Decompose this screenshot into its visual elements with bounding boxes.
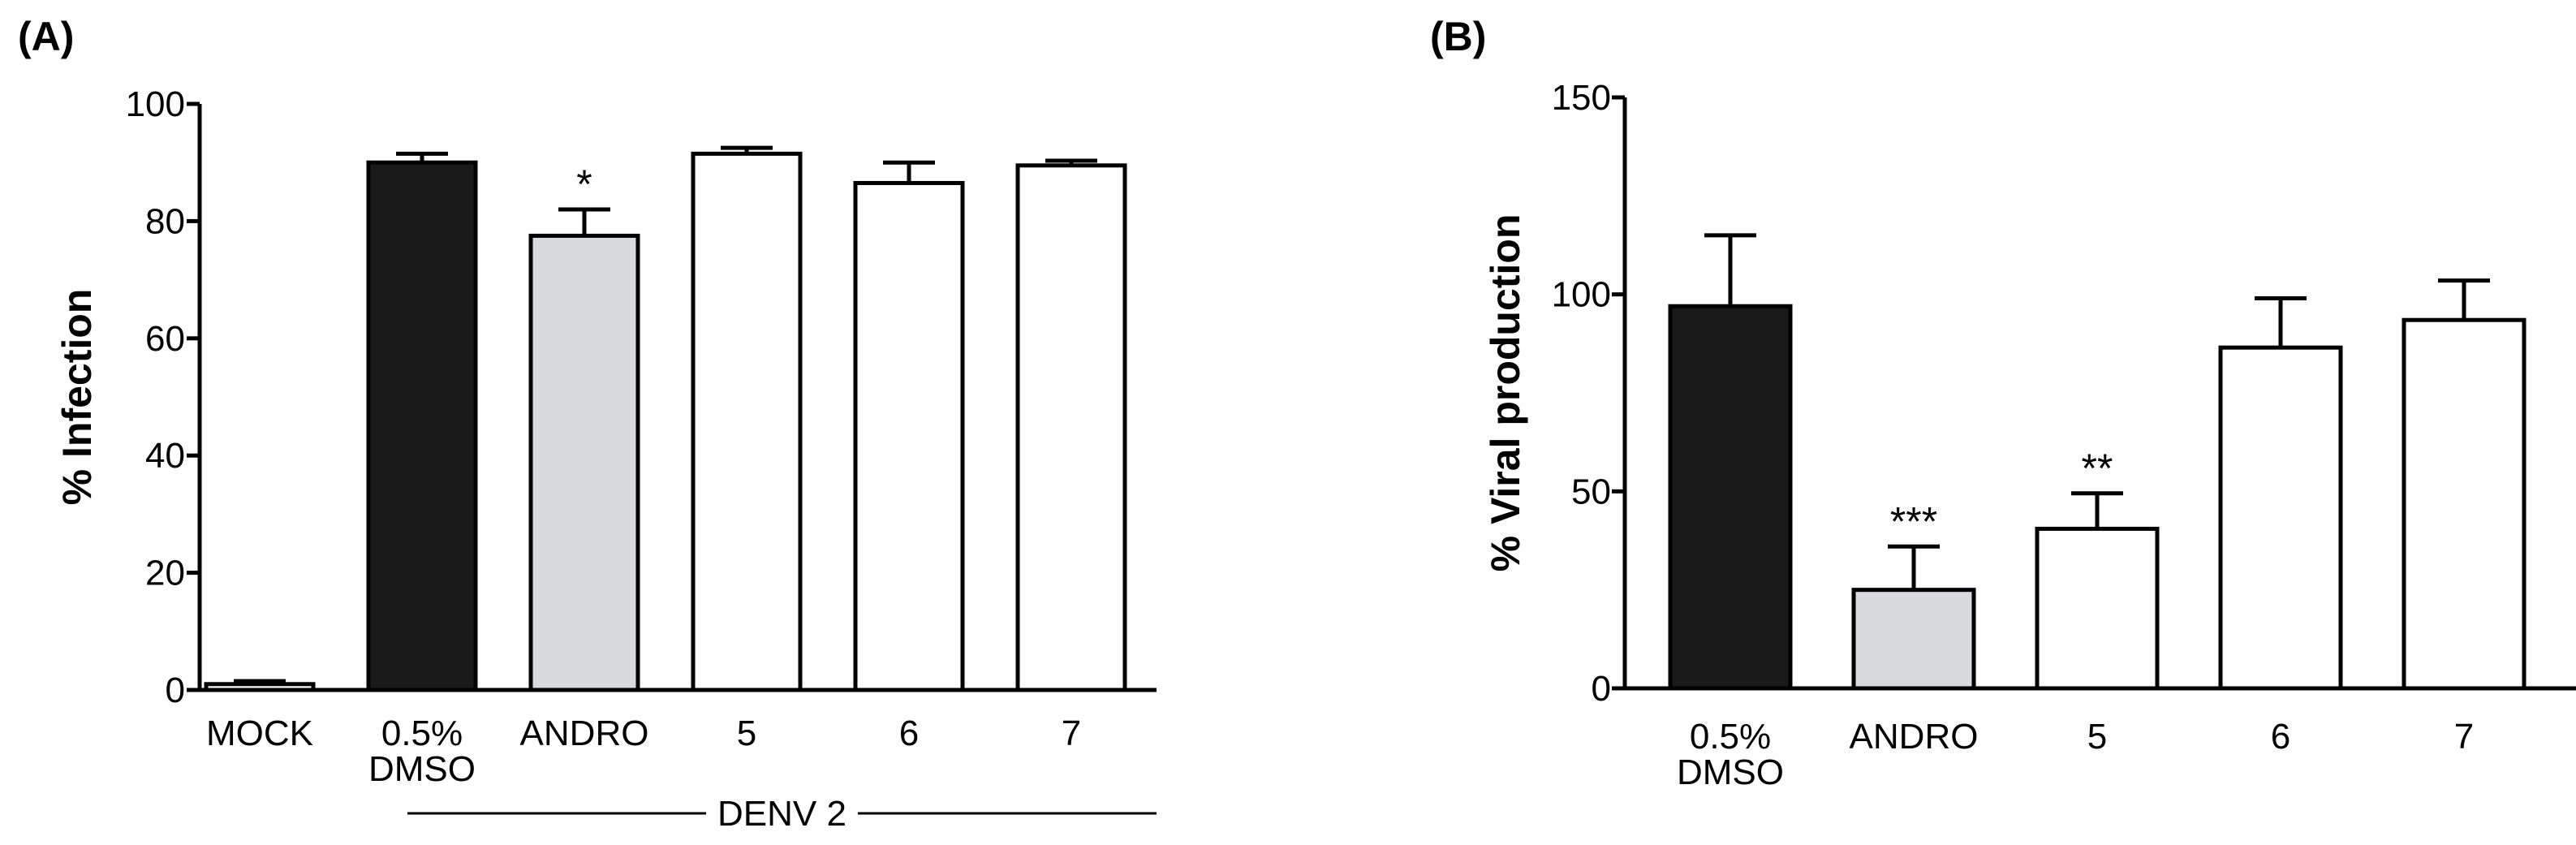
y-tick-label: 0	[1592, 669, 1611, 709]
bar	[2402, 317, 2526, 691]
x-tick-label: 5	[2087, 717, 2107, 757]
y-tick-label: 20	[145, 554, 185, 593]
y-axis-label: % Infection	[54, 289, 100, 506]
bar	[204, 682, 316, 692]
panel-b: (B) % Viral production 0 50 100 150 0.5%DMSO **…	[1430, 14, 2576, 792]
significance-marker: ***	[1890, 498, 1937, 544]
x-tick-label: 0.5%	[1690, 717, 1771, 757]
bar	[1015, 163, 1127, 692]
y-tick-label: 50	[1571, 472, 1611, 511]
y-tick-label: 100	[126, 84, 185, 124]
x-tick-label: 7	[1062, 714, 1081, 753]
y-tick-label: 60	[145, 319, 185, 359]
x-tick-label: ANDRO	[520, 714, 649, 753]
bar	[366, 160, 478, 692]
x-tick-label: 0.5%	[381, 714, 463, 753]
x-tick-label: 5	[737, 714, 756, 753]
bar	[853, 180, 965, 692]
y-tick-label: 0	[166, 670, 185, 710]
bar	[2035, 526, 2160, 691]
bar	[691, 151, 803, 692]
panel-label: (B)	[1430, 14, 1486, 59]
y-axis-label: % Viral production	[1483, 214, 1528, 572]
x-tick-label: 7	[2454, 717, 2474, 757]
y-tick-label: 40	[145, 436, 185, 476]
bar	[2218, 345, 2343, 691]
x-tick-label: 6	[2271, 717, 2290, 757]
x-tick-label: MOCK	[206, 714, 313, 753]
x-tick-label: DMSO	[368, 749, 476, 789]
significance-marker: *	[576, 162, 592, 207]
y-tick-label: 80	[145, 201, 185, 241]
panel-label: (A)	[18, 14, 74, 59]
x-tick-label: ANDRO	[1850, 717, 1979, 757]
panel-a: (A) % Infection 0 20 40 60 80 100 MOCK 0.5%DMSO * A…	[18, 14, 1157, 834]
x-tick-label: DMSO	[1677, 752, 1784, 792]
y-tick-label: 150	[1552, 78, 1611, 118]
x-tick-label: 6	[899, 714, 919, 753]
bar	[1851, 588, 1976, 691]
significance-marker: **	[2082, 446, 2113, 491]
bar	[528, 233, 640, 692]
group-label: DENV 2	[717, 794, 846, 834]
bar	[1668, 304, 1793, 691]
y-tick-label: 100	[1552, 275, 1611, 315]
